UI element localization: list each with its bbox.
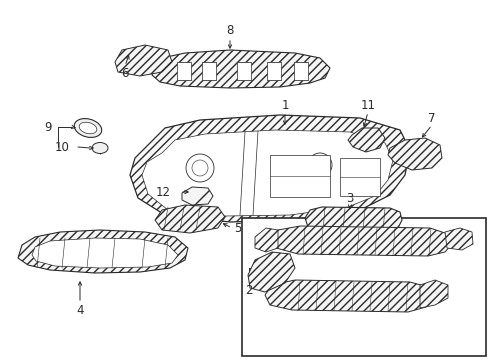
Bar (242, 218, 485, 356)
Text: 10: 10 (55, 140, 69, 153)
Bar (177, 62, 191, 80)
Ellipse shape (92, 143, 108, 153)
Polygon shape (387, 138, 441, 170)
Text: 8: 8 (226, 23, 233, 36)
Polygon shape (32, 238, 178, 268)
Ellipse shape (74, 118, 102, 138)
Text: 3: 3 (346, 192, 353, 204)
Polygon shape (247, 252, 294, 292)
Polygon shape (18, 230, 187, 273)
Bar (266, 62, 281, 80)
Polygon shape (115, 45, 172, 76)
Polygon shape (142, 130, 392, 216)
Polygon shape (305, 207, 401, 232)
Polygon shape (444, 228, 472, 250)
Text: 4: 4 (76, 303, 83, 316)
Bar (202, 62, 216, 80)
Text: 7: 7 (427, 112, 435, 125)
Bar (237, 62, 250, 80)
Polygon shape (347, 128, 384, 152)
Text: 11: 11 (360, 99, 375, 112)
Polygon shape (254, 228, 278, 252)
Text: 6: 6 (121, 67, 128, 80)
Bar (269, 155, 329, 197)
Text: 12: 12 (155, 185, 170, 198)
Polygon shape (271, 226, 451, 256)
Bar (293, 62, 307, 80)
Text: 9: 9 (44, 121, 52, 134)
Polygon shape (130, 115, 409, 222)
Polygon shape (152, 50, 329, 88)
Polygon shape (182, 187, 213, 205)
Text: 2: 2 (245, 284, 252, 297)
Polygon shape (419, 280, 447, 308)
Text: 1: 1 (281, 99, 288, 112)
Ellipse shape (79, 122, 97, 134)
Polygon shape (155, 205, 224, 233)
Text: 5: 5 (234, 221, 241, 234)
Polygon shape (264, 280, 431, 312)
Bar (339, 158, 379, 196)
